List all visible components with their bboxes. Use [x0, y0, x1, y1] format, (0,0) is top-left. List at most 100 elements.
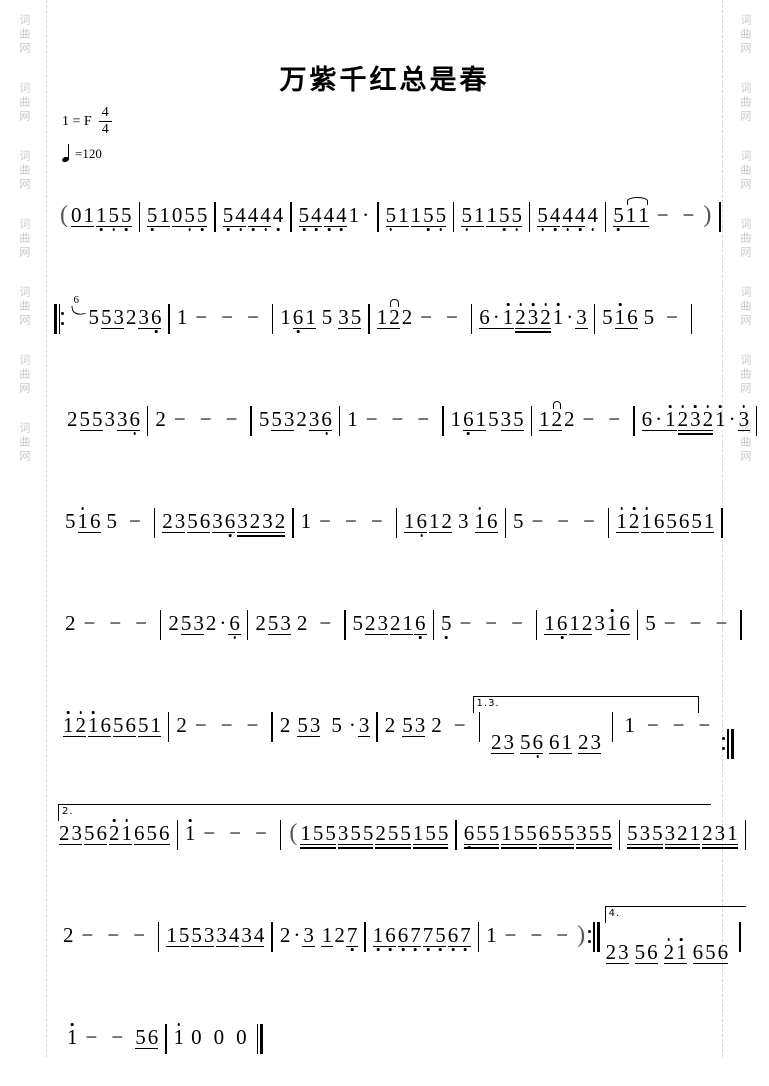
watermark-column-left: 词曲网 词曲网 词曲网 词曲网 词曲网 词曲网 词曲网	[0, 0, 48, 1057]
barline	[271, 304, 274, 334]
tempo-value: =120	[75, 146, 102, 161]
beam-group: 56	[84, 821, 107, 845]
beam-group: 53	[271, 407, 295, 431]
watermark-text: 词曲网	[738, 14, 752, 56]
barline	[344, 610, 346, 640]
notation-line-9: 1 − − 56 1 0 0 0	[52, 1024, 717, 1086]
time-signature-rule	[98, 120, 112, 122]
beam-group: 54	[222, 203, 246, 227]
beam-group: 55	[79, 407, 103, 431]
beam-group: 055	[171, 203, 208, 227]
beam-group: 56	[135, 1025, 159, 1049]
barline	[470, 304, 473, 334]
beam-group: 75	[422, 923, 446, 947]
beam-group: 23	[605, 940, 629, 964]
barline	[290, 202, 292, 232]
barline	[364, 922, 366, 952]
barline	[158, 922, 160, 952]
barline	[250, 406, 252, 436]
barline	[744, 820, 746, 850]
barline	[530, 406, 533, 436]
beam-group-16th: 232	[677, 407, 714, 435]
notation-line-4: 5 16 5 − 23 56 36 3232 1 − − − 16 12 3 16 …	[52, 508, 723, 570]
score-sheet: 万紫千红总是春 1 = F 4 4 =120 ( 01 155 51 055	[52, 0, 758, 1057]
notation-line-2: 6 5 53 2 36 1 − − − 1 61 5 35 12 2 − − 6 · 1 2…	[52, 295, 717, 366]
beam-group: 34	[241, 923, 265, 947]
beam-group: 53	[267, 611, 291, 635]
page-title: 万紫千红总是春	[279, 65, 490, 96]
beam-group: 51	[691, 509, 715, 533]
beam-group: 511	[613, 197, 649, 227]
beam-group-16th: 655	[463, 821, 500, 849]
beam-group: 53	[100, 305, 124, 329]
beam-group: 12	[429, 509, 453, 533]
repeat-start-sign	[54, 304, 66, 334]
beam-group: 53	[180, 611, 204, 635]
beam-group: 44	[247, 203, 271, 227]
time-signature-denominator: 4	[101, 121, 109, 137]
grace-note: 6	[71, 295, 87, 330]
barline	[176, 820, 178, 850]
watermark-text: 词曲网	[738, 218, 752, 260]
beam-group: 15	[166, 923, 190, 947]
beam-group: 16	[88, 713, 111, 737]
barline	[618, 820, 621, 850]
beam-group: 44	[562, 203, 586, 227]
close-paren: )	[577, 922, 586, 948]
beam-group: 16	[606, 611, 630, 635]
watermark-text: 词曲网	[17, 354, 31, 396]
beam-group: 12	[569, 611, 593, 635]
beam-group: 56	[519, 730, 543, 754]
quarter-note-icon	[61, 144, 73, 163]
volta-bracket-2: 2.	[58, 804, 711, 821]
notation-line-8: 2 − − − 15 53 34 34 2 · 3 1 2 7 16 67 75 6…	[52, 906, 746, 984]
barline	[214, 202, 216, 232]
watermark-text: 词曲网	[17, 150, 31, 192]
barline	[740, 610, 742, 640]
beam-group-16th: 231	[702, 821, 738, 849]
beam-group: 67	[447, 923, 471, 947]
watermark-text: 词曲网	[738, 286, 752, 328]
barline	[271, 922, 273, 952]
beam-group-16th: 155	[501, 821, 537, 849]
beam-group: 155	[486, 203, 522, 227]
beam-group: 23	[490, 730, 514, 754]
beam-group: 16	[372, 923, 396, 947]
beam-group: 56	[634, 940, 658, 964]
beam-group: 51	[138, 713, 161, 737]
watermark-text: 词曲网	[17, 422, 31, 464]
barline	[453, 202, 455, 232]
notation-line-7: 2. 23 56 21 656 1 − − − ( 155 355 255 155 …	[52, 804, 746, 882]
barline	[147, 406, 149, 436]
beam-group: 23	[577, 730, 601, 754]
beam-group: 61	[463, 407, 487, 431]
barline	[611, 712, 614, 742]
barline	[756, 406, 758, 436]
barline	[593, 304, 596, 334]
beam-group: 21	[390, 611, 414, 635]
beam-group-16th: 155	[412, 821, 449, 849]
beam-group: 656	[133, 821, 170, 845]
beam-group: 16	[474, 509, 498, 533]
barline	[604, 202, 607, 232]
augmentation-dot: ·	[362, 203, 370, 227]
beam-group: 44	[323, 203, 347, 227]
beam-group-16th: 355	[337, 821, 374, 849]
beam-group: 155	[410, 203, 447, 227]
barline	[478, 712, 480, 742]
beam-group-16th: 535	[627, 821, 663, 849]
watermark-text: 词曲网	[17, 218, 31, 260]
watermark-text: 词曲网	[738, 150, 752, 192]
time-signature-numerator: 4	[101, 104, 109, 120]
beam-group: 16	[544, 611, 568, 635]
barline	[504, 508, 506, 538]
beam-group: 34	[216, 923, 240, 947]
beam-group: 21	[109, 821, 132, 845]
tie-arc: 2	[551, 401, 563, 431]
beam-group: 53	[402, 713, 426, 737]
beam-group: 56	[113, 713, 136, 737]
watermark-column-right: 词曲网 词曲网 词曲网 词曲网 词曲网 词曲网 词曲网	[721, 0, 769, 1057]
barline	[455, 820, 457, 850]
barline	[338, 406, 341, 436]
repeat-end-sign	[587, 922, 600, 952]
